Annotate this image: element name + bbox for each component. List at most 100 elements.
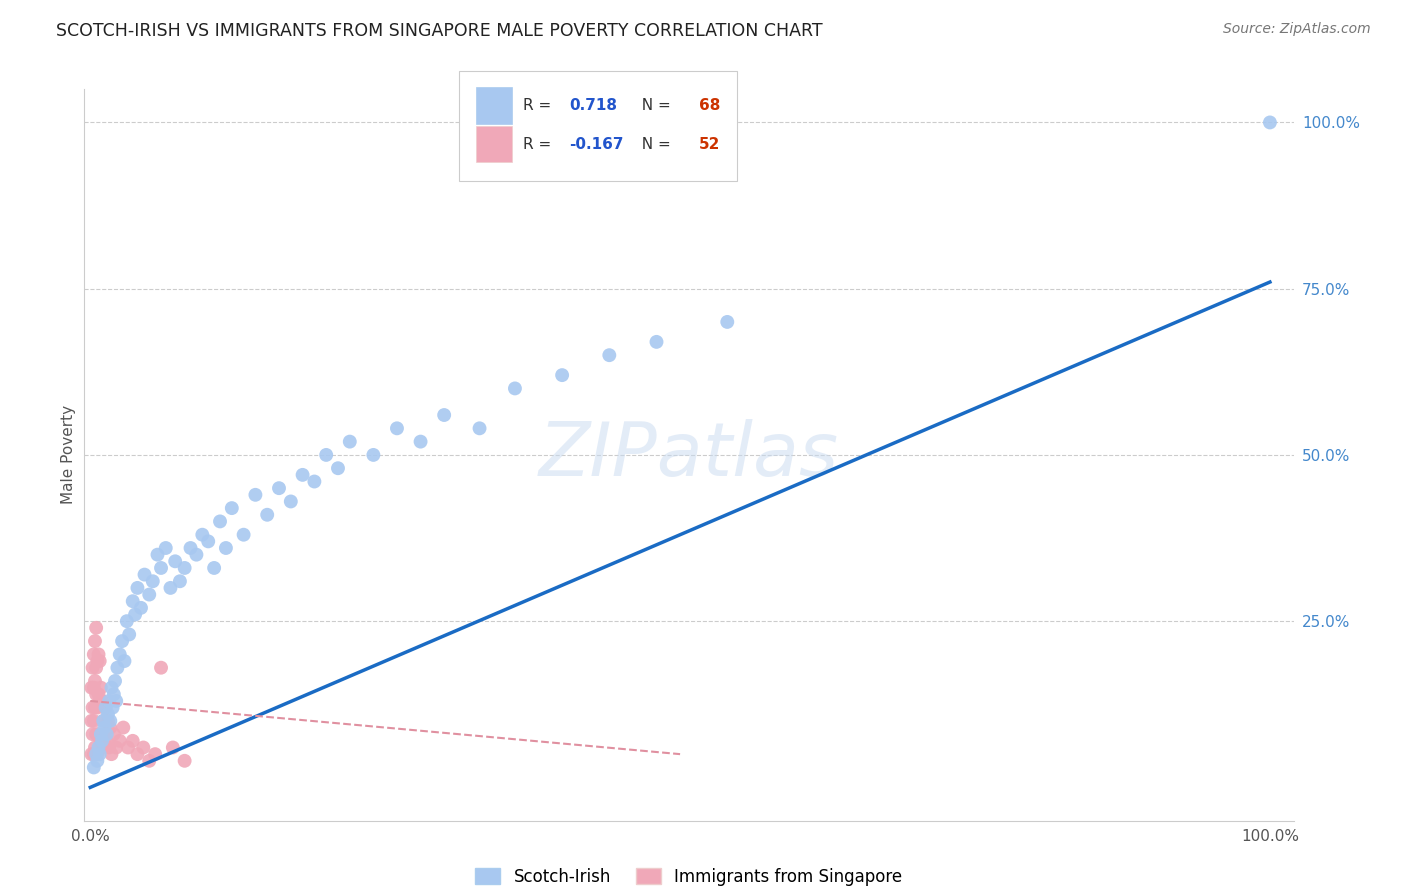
Point: [291, 467, 314, 482]
Point: [304, 475, 326, 489]
Point: [89, 694, 111, 708]
Point: [105, 694, 128, 708]
Point: [197, 534, 219, 549]
Point: [339, 434, 361, 449]
Point: [118, 627, 141, 641]
Text: ZIPatlas: ZIPatlas: [538, 419, 839, 491]
Point: [104, 673, 127, 688]
Point: [84, 687, 107, 701]
Point: [87, 648, 110, 662]
Point: [91, 740, 114, 755]
Legend: Scotch-Irish, Immigrants from Singapore: Scotch-Irish, Immigrants from Singapore: [468, 862, 910, 892]
Text: R =: R =: [523, 136, 557, 152]
Point: [89, 747, 111, 761]
Point: [433, 408, 456, 422]
Point: [91, 694, 114, 708]
Point: [191, 527, 214, 541]
Point: [98, 694, 121, 708]
Point: [221, 501, 243, 516]
Point: [598, 348, 620, 362]
Point: [551, 368, 574, 383]
Point: [94, 700, 117, 714]
Point: [83, 714, 105, 728]
Point: [468, 421, 491, 435]
Point: [98, 714, 121, 728]
Point: [186, 548, 208, 562]
Point: [86, 654, 108, 668]
Point: [202, 561, 225, 575]
Point: [103, 687, 125, 701]
Point: [84, 700, 107, 714]
Point: [87, 740, 110, 755]
Point: [94, 700, 117, 714]
Point: [91, 734, 114, 748]
Point: [138, 754, 160, 768]
Point: [162, 740, 184, 755]
Point: [363, 448, 385, 462]
Point: [93, 727, 115, 741]
Point: [80, 714, 103, 728]
Point: [208, 515, 231, 529]
Point: [127, 747, 149, 761]
Point: [134, 567, 156, 582]
Point: [84, 740, 107, 755]
Point: [173, 561, 195, 575]
Point: [315, 448, 337, 462]
Point: [127, 581, 149, 595]
Text: 0.718: 0.718: [569, 98, 617, 112]
Point: [90, 734, 112, 748]
Point: [84, 673, 107, 688]
Point: [83, 681, 105, 695]
Point: [98, 740, 121, 755]
Point: [83, 648, 105, 662]
Point: [82, 700, 104, 714]
Point: [117, 740, 139, 755]
Point: [385, 421, 408, 435]
Point: [716, 315, 738, 329]
Point: [97, 707, 120, 722]
Point: [80, 681, 103, 695]
Point: [142, 574, 165, 589]
Text: SCOTCH-IRISH VS IMMIGRANTS FROM SINGAPORE MALE POVERTY CORRELATION CHART: SCOTCH-IRISH VS IMMIGRANTS FROM SINGAPOR…: [56, 22, 823, 40]
Point: [90, 727, 112, 741]
Point: [84, 634, 107, 648]
Point: [82, 727, 104, 741]
Point: [93, 721, 115, 735]
Point: [138, 588, 160, 602]
Point: [90, 681, 112, 695]
Point: [80, 747, 103, 761]
Y-axis label: Male Poverty: Male Poverty: [60, 405, 76, 505]
Point: [82, 661, 104, 675]
Point: [112, 721, 135, 735]
Point: [91, 714, 114, 728]
Point: [115, 614, 138, 628]
Point: [84, 727, 107, 741]
Point: [232, 527, 254, 541]
Point: [114, 654, 136, 668]
Point: [129, 600, 152, 615]
Point: [97, 714, 120, 728]
Point: [121, 734, 143, 748]
Text: 68: 68: [699, 98, 720, 112]
Text: N =: N =: [633, 98, 676, 112]
Point: [98, 721, 121, 735]
Text: Source: ZipAtlas.com: Source: ZipAtlas.com: [1223, 22, 1371, 37]
Point: [105, 661, 128, 675]
Point: [96, 727, 118, 741]
Point: [645, 334, 668, 349]
Point: [87, 727, 110, 741]
Point: [108, 734, 131, 748]
Point: [1258, 115, 1281, 129]
Text: N =: N =: [633, 136, 676, 152]
Point: [89, 740, 111, 755]
Point: [173, 754, 195, 768]
Text: -0.167: -0.167: [569, 136, 624, 152]
Text: R =: R =: [523, 98, 557, 112]
Point: [121, 594, 143, 608]
Point: [84, 621, 107, 635]
Point: [100, 747, 122, 761]
Point: [89, 654, 111, 668]
FancyBboxPatch shape: [477, 126, 512, 162]
Point: [143, 747, 166, 761]
Point: [503, 381, 526, 395]
